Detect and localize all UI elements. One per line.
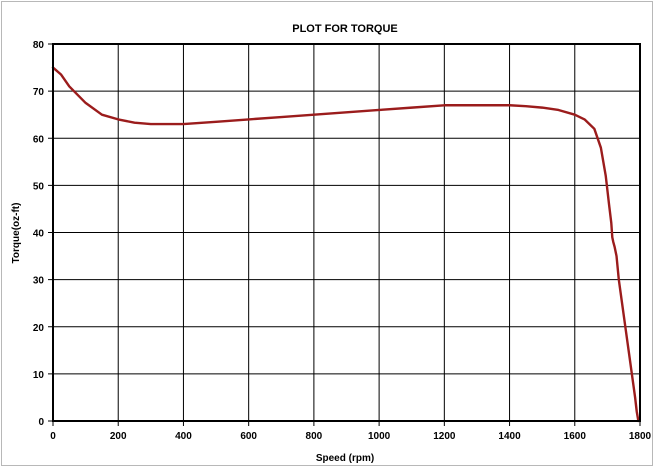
x-tick-label: 400 [175, 431, 192, 442]
x-tick-label: 1000 [368, 431, 391, 442]
chart-title: PLOT FOR TORQUE [292, 23, 398, 35]
series-lines [51, 66, 640, 423]
x-axis-label: Speed (rpm) [316, 453, 374, 464]
x-tick-label: 1400 [498, 431, 521, 442]
y-tick-label: 10 [33, 370, 45, 381]
tick-labels: 0 200 400 600 800 1000 1200 1400 1600 1800 0 10 20 30… [33, 40, 652, 442]
plot-area-border [52, 43, 641, 422]
x-tick-label: 200 [110, 431, 127, 442]
y-axis-label: Torque(oz-ft) [11, 203, 22, 264]
x-tick-label: 800 [306, 431, 323, 442]
y-tick-label: 20 [33, 323, 45, 334]
x-tick-label: 0 [50, 431, 56, 442]
y-tick-label: 40 [33, 229, 45, 240]
y-tick-label: 60 [33, 134, 45, 145]
y-tick-label: 30 [33, 276, 45, 287]
x-tick-label: 1600 [564, 431, 587, 442]
torque-curve [51, 66, 640, 423]
x-tick-label: 1200 [433, 431, 456, 442]
x-tick-label: 1800 [629, 431, 652, 442]
grid-lines [52, 43, 641, 422]
y-tick-label: 0 [38, 417, 44, 428]
y-tick-label: 80 [33, 40, 45, 51]
y-tick-label: 50 [33, 181, 45, 192]
x-tick-label: 600 [240, 431, 257, 442]
y-tick-label: 70 [33, 87, 45, 98]
